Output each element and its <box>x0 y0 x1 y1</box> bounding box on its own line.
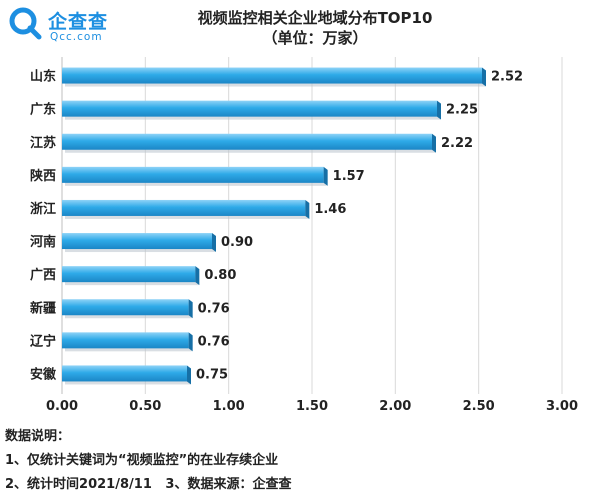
bar <box>62 365 187 382</box>
value-label: 2.52 <box>491 70 523 85</box>
bar-end-cap <box>195 266 200 286</box>
bar-end-cap <box>432 133 436 153</box>
notes-heading: 数据说明： <box>5 429 71 444</box>
bar <box>62 133 432 150</box>
bar-end-cap <box>188 332 193 352</box>
x-axis-tick-labels: 0.00 0.50 1.00 1.50 2.00 2.50 3.00 <box>46 399 578 414</box>
x-tick-label: 0.00 <box>46 399 78 414</box>
value-label: 2.25 <box>446 103 478 118</box>
value-label: 1.46 <box>314 202 346 217</box>
bar <box>62 166 324 183</box>
category-label: 广西 <box>30 267 56 283</box>
data-notes: 数据说明： 1、仅统计关键词为“视频监控”的在业存续企业 2、统计时间2021/… <box>5 427 291 499</box>
bar <box>62 233 212 250</box>
bar <box>62 332 189 349</box>
category-label: 浙江 <box>30 201 56 217</box>
bar-end-cap <box>437 100 441 120</box>
logo-text: 企查查 <box>48 11 109 33</box>
bar-end-cap <box>323 166 328 186</box>
category-label: 辽宁 <box>30 333 56 349</box>
category-label: 江苏 <box>30 135 56 151</box>
bar <box>62 299 189 316</box>
category-label: 广东 <box>30 102 56 118</box>
bar-end-cap <box>212 233 216 253</box>
value-label: 0.80 <box>204 268 236 283</box>
bars <box>62 67 486 385</box>
bar <box>62 67 482 84</box>
bar <box>62 266 196 283</box>
category-label: 安徽 <box>30 366 57 382</box>
bar-end-cap <box>188 299 193 319</box>
value-label: 0.76 <box>198 334 230 349</box>
x-tick-label: 0.50 <box>129 399 161 414</box>
chart-title: 视频监控相关企业地域分布TOP10 <box>197 9 433 27</box>
category-label: 新疆 <box>30 300 56 316</box>
magnifier-logo-icon <box>9 7 42 40</box>
bar <box>62 100 437 117</box>
value-label: 2.22 <box>441 136 473 151</box>
logo-domain: Qcc.com <box>50 31 103 43</box>
notes-line-2: 2、统计时间2021/8/11 3、数据来源：企查查 <box>5 477 292 492</box>
x-tick-label: 3.00 <box>546 399 578 414</box>
x-tick-label: 2.00 <box>379 399 411 414</box>
chart-subtitle: （单位：万家） <box>262 29 368 47</box>
x-tick-label: 1.00 <box>213 399 245 414</box>
value-labels: 2.52 2.25 2.22 1.57 1.46 0.90 0.80 0.76 0.76 0.75 <box>196 70 523 383</box>
category-label: 河南 <box>30 234 56 250</box>
bar-end-cap <box>482 67 486 87</box>
value-label: 0.75 <box>196 367 228 382</box>
bar <box>62 199 306 216</box>
qcc-logo: 企查查 Qcc.com <box>8 6 118 46</box>
bar-end-cap <box>187 365 191 385</box>
value-label: 0.90 <box>221 235 253 250</box>
value-label: 0.76 <box>198 301 230 316</box>
category-label: 山东 <box>30 69 56 85</box>
bar-end-cap <box>305 199 310 219</box>
x-tick-label: 1.50 <box>296 399 328 414</box>
notes-line-1: 1、仅统计关键词为“视频监控”的在业存续企业 <box>5 453 279 468</box>
category-label: 陕西 <box>30 168 56 184</box>
x-tick-label: 2.50 <box>463 399 495 414</box>
value-label: 1.57 <box>333 169 365 184</box>
